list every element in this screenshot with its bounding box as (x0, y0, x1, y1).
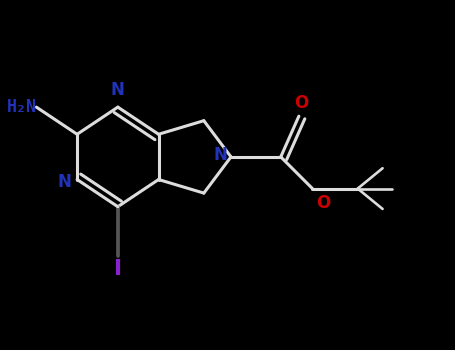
Text: N: N (58, 173, 72, 191)
Text: N: N (111, 81, 125, 99)
Text: N: N (213, 146, 228, 164)
Text: I: I (114, 259, 122, 279)
Text: O: O (316, 194, 330, 212)
Text: O: O (294, 94, 308, 112)
Text: H₂N: H₂N (6, 98, 36, 116)
